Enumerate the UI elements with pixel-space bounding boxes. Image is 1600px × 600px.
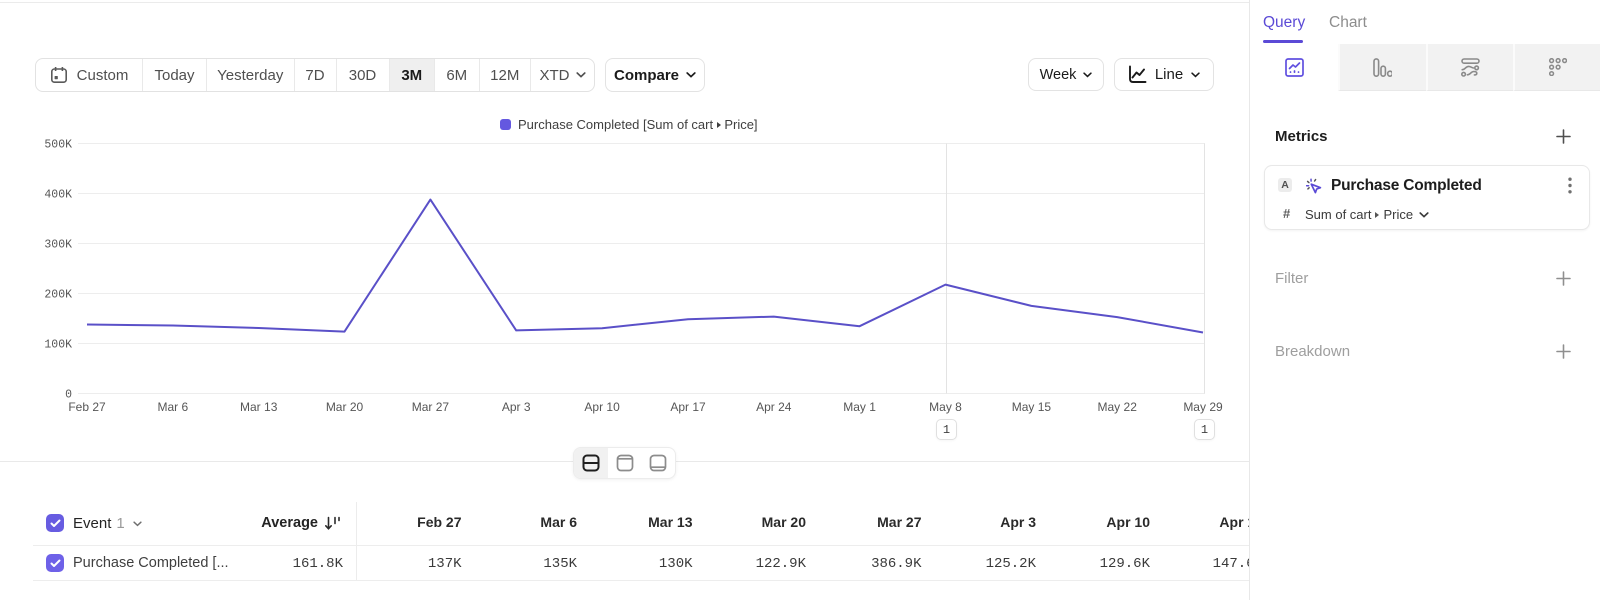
svg-text:Feb 27: Feb 27 xyxy=(68,400,106,414)
svg-text:300K: 300K xyxy=(44,239,72,252)
svg-text:0: 0 xyxy=(65,389,72,402)
svg-text:May 29: May 29 xyxy=(1183,400,1223,414)
svg-text:500K: 500K xyxy=(44,139,72,152)
svg-text:May 8: May 8 xyxy=(929,400,962,414)
svg-text:Apr 10: Apr 10 xyxy=(584,400,620,414)
svg-text:Mar 27: Mar 27 xyxy=(412,400,450,414)
svg-text:Apr 24: Apr 24 xyxy=(756,400,792,414)
svg-text:May 1: May 1 xyxy=(843,400,876,414)
svg-text:Mar 13: Mar 13 xyxy=(240,400,278,414)
svg-text:Apr 17: Apr 17 xyxy=(670,400,706,414)
svg-text:Mar 20: Mar 20 xyxy=(326,400,364,414)
svg-text:Apr 3: Apr 3 xyxy=(502,400,531,414)
svg-text:May 15: May 15 xyxy=(1012,400,1052,414)
svg-text:Mar 6: Mar 6 xyxy=(157,400,188,414)
svg-text:400K: 400K xyxy=(44,189,72,202)
svg-text:100K: 100K xyxy=(44,339,72,352)
svg-text:200K: 200K xyxy=(44,289,72,302)
svg-text:May 22: May 22 xyxy=(1098,400,1138,414)
